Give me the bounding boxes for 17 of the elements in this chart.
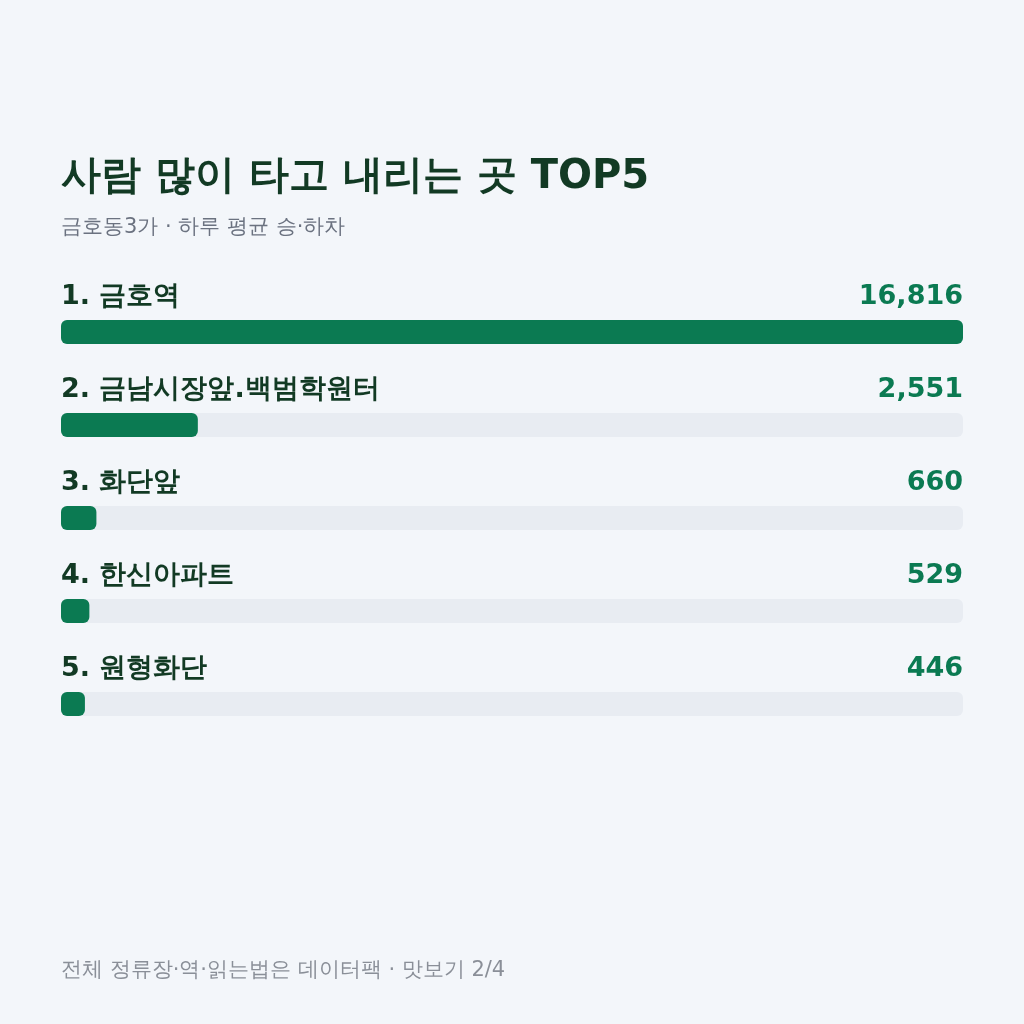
data-label: 660 bbox=[906, 465, 963, 496]
chart-subtitle: 금호동3가 · 하루 평균 승·하차 bbox=[61, 214, 346, 238]
data-label: 529 bbox=[906, 558, 963, 589]
text: 전체 정류장·역·읽는법은 데이터팩 · 맛보기 2/4 bbox=[61, 957, 506, 981]
bar bbox=[61, 692, 85, 716]
data-label: 446 bbox=[906, 651, 963, 682]
y-tick-label: 2. 금남시장앞.백범학원터 bbox=[61, 372, 380, 403]
bar bbox=[61, 506, 97, 530]
bar bbox=[61, 599, 90, 623]
y-tick-label: 3. 화단앞 bbox=[61, 465, 181, 496]
y-tick-label: 1. 금호역 bbox=[61, 279, 181, 310]
data-label: 2,551 bbox=[877, 372, 963, 403]
chart-title: 사람 많이 타고 내리는 곳 TOP5 bbox=[61, 151, 650, 197]
bar bbox=[61, 413, 198, 437]
y-tick-label: 5. 원형화단 bbox=[61, 651, 208, 682]
y-tick-label: 4. 한신아파트 bbox=[61, 558, 235, 589]
data-label: 16,816 bbox=[858, 279, 963, 310]
